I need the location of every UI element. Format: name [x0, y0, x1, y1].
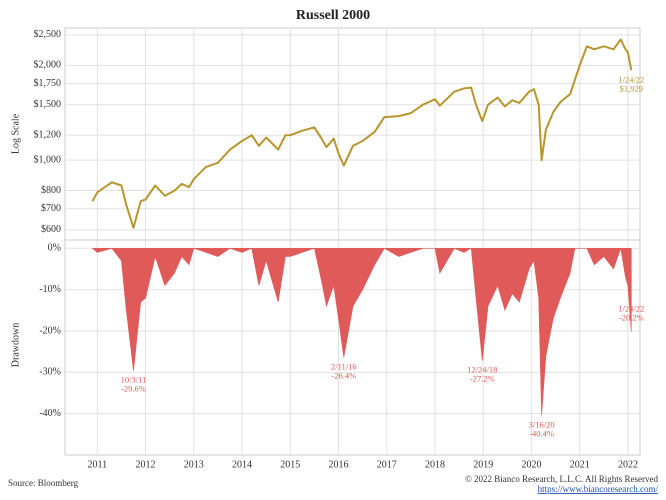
- source: Source: Bloomberg: [8, 478, 79, 488]
- y-tick-label: 0%: [48, 243, 61, 254]
- url[interactable]: https://www.biancoresearch.com/: [538, 484, 659, 494]
- x-tick-label: 2012: [136, 459, 156, 470]
- y-tick-label: $1,500: [34, 99, 62, 110]
- x-tick-label: 2014: [232, 459, 252, 470]
- y-tick-label: -20%: [39, 325, 61, 336]
- plot-area: [64, 239, 641, 456]
- x-tick-label: 2018: [425, 459, 445, 470]
- annotation-value: -26.4%: [331, 370, 356, 380]
- x-tick-label: 2020: [521, 459, 541, 470]
- y-tick-label: $2,000: [34, 60, 62, 71]
- annotation-date: 10/3/11: [121, 375, 147, 385]
- annotation-value: -27.2%: [470, 374, 495, 384]
- x-tick-label: 2022: [618, 459, 638, 470]
- annotation-date: 1/24/22: [618, 74, 644, 84]
- y-axis-label: Drawdown: [10, 323, 21, 367]
- y-axis-label: Log Scale: [10, 113, 21, 154]
- y-tick-label: -30%: [39, 367, 61, 378]
- x-tick-label: 2021: [570, 459, 590, 470]
- annotation-date: 2/11/16: [331, 361, 357, 371]
- y-tick-label: $800: [41, 185, 61, 196]
- annotation-value: -40.4%: [529, 428, 554, 438]
- annotation-date: 3/16/20: [529, 419, 555, 429]
- price-line: [91, 38, 633, 229]
- y-tick-label: $1,000: [34, 154, 62, 165]
- y-tick-label: $600: [41, 224, 61, 235]
- y-tick-label: $700: [41, 203, 61, 214]
- drawdown-area: [91, 247, 632, 416]
- annotation-date: 1/24/22: [618, 304, 644, 314]
- annotation-date: 12/24/18: [467, 365, 497, 375]
- x-tick-label: 2017: [377, 459, 397, 470]
- x-tick-label: 2015: [280, 459, 300, 470]
- y-tick-label: -40%: [39, 408, 61, 419]
- x-tick-label: 2011: [87, 459, 107, 470]
- annotation-value: -20.2%: [619, 313, 644, 323]
- y-tick-label: -10%: [39, 284, 61, 295]
- x-tick-label: 2019: [473, 459, 493, 470]
- y-tick-label: $1,200: [34, 129, 62, 140]
- x-tick-label: 2016: [329, 459, 349, 470]
- y-tick-label: $2,500: [34, 29, 62, 40]
- x-tick-label: 2013: [184, 459, 204, 470]
- chart-title: Russell 2000: [296, 8, 370, 23]
- annotation-value: $1,929: [620, 83, 643, 93]
- y-tick-label: $1,750: [34, 78, 62, 89]
- annotation-value: -29.6%: [121, 384, 146, 394]
- copyright: © 2022 Bianco Research, L.L.C. All Right…: [465, 474, 659, 484]
